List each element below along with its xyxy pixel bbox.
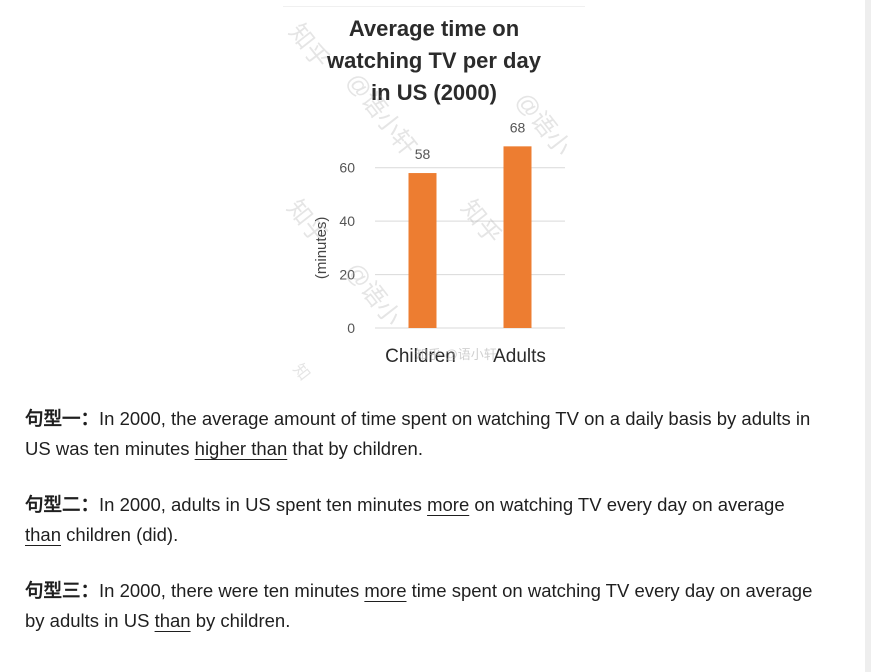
- underlined-phrase: more: [427, 494, 470, 515]
- page-scrollbar-track[interactable]: [865, 0, 871, 672]
- sentence-pattern-1: 句型一：In 2000, the average amount of time …: [25, 404, 825, 464]
- chart-title: Average time on watching TV per day in U…: [283, 13, 585, 109]
- chart-title-line-3: in US (2000): [371, 80, 497, 105]
- sentence-text: In 2000, adults in US spent ten minutes: [99, 494, 428, 515]
- y-tick-label: 40: [339, 213, 355, 229]
- chart-figure: Average time on watching TV per day in U…: [281, 6, 585, 384]
- sentence-text: that by children.: [287, 438, 423, 459]
- sentence-text: on watching TV every day on average: [469, 494, 785, 515]
- pattern-lead: 句型二：: [25, 494, 100, 515]
- bar-adults: [503, 146, 532, 328]
- x-tick-label: Adults: [493, 346, 546, 367]
- chart-title-line-2: watching TV per day: [327, 48, 541, 73]
- y-tick-label: 60: [339, 160, 355, 176]
- underlined-phrase: than: [25, 524, 62, 545]
- watermark-credit: 知乎 @语小轩: [415, 347, 497, 362]
- bar-children: [408, 173, 437, 328]
- bar-chart-svg: 0 20 40 60 (minutes) 58 Children 68 Adults: [313, 119, 565, 367]
- pattern-lead: 句型三：: [25, 580, 100, 601]
- sentence-text: In 2000, the average amount of time spen…: [25, 408, 811, 459]
- y-axis-label: (minutes): [313, 217, 330, 280]
- underlined-phrase: than: [154, 610, 191, 631]
- underlined-phrase: more: [364, 580, 407, 601]
- sentence-text: children (did).: [61, 524, 179, 545]
- chart-title-line-1: Average time on: [348, 16, 520, 41]
- x-tick-label: Children: [385, 346, 456, 367]
- sentence-pattern-2: 句型二：In 2000, adults in US spent ten minu…: [25, 490, 825, 550]
- y-tick-label: 0: [347, 320, 355, 336]
- sentence-text: In 2000, there were ten minutes: [99, 580, 365, 601]
- sentence-pattern-3: 句型三：In 2000, there were ten minutes more…: [25, 576, 825, 636]
- data-label: 58: [415, 146, 431, 162]
- sentence-text: time spent on watching TV every day on a…: [25, 580, 813, 631]
- pattern-lead: 句型一：: [25, 408, 100, 429]
- y-tick-label: 20: [339, 267, 355, 283]
- sentence-text: by children.: [190, 610, 291, 631]
- underlined-phrase: higher than: [194, 438, 288, 459]
- data-label: 68: [510, 119, 526, 135]
